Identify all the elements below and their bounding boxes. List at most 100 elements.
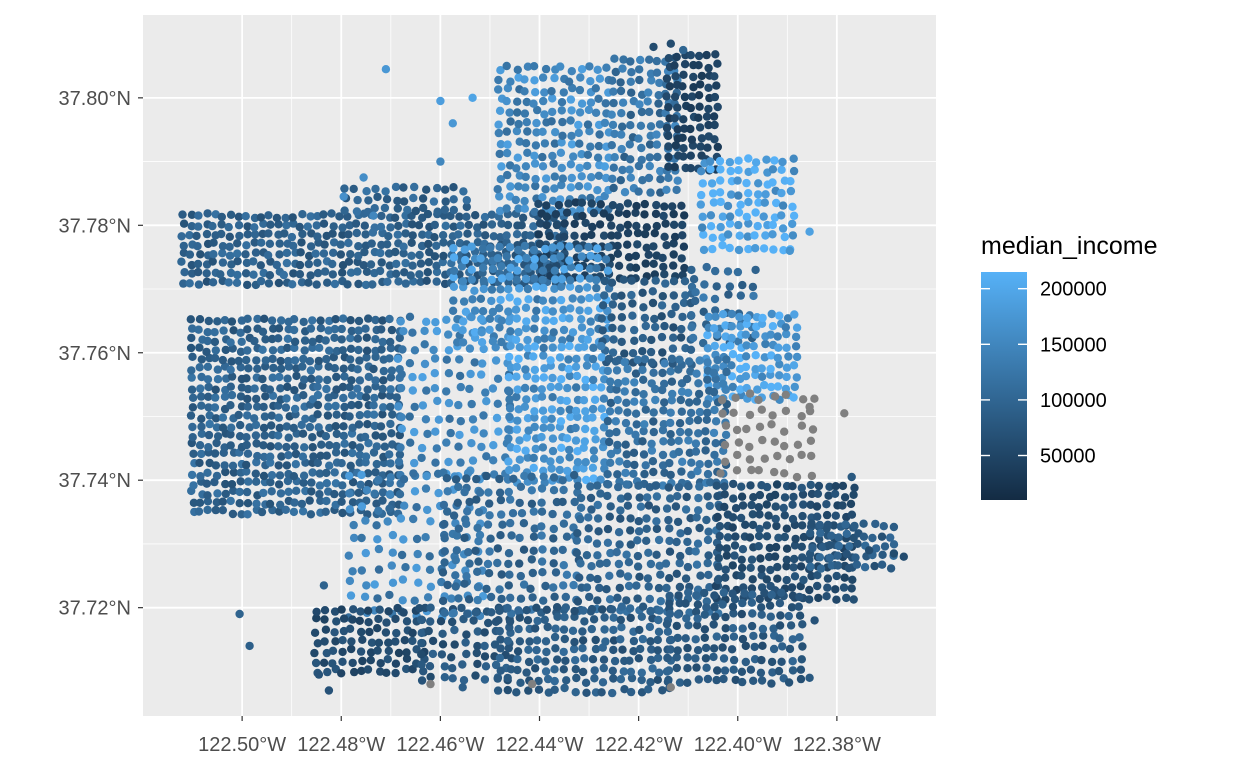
data-point: [657, 332, 667, 342]
data-point: [357, 627, 366, 637]
data-point: [297, 278, 307, 287]
data-point: [357, 533, 366, 543]
data-point: [766, 612, 775, 621]
data-point: [651, 322, 660, 332]
data-point: [558, 363, 567, 372]
data-point: [468, 93, 477, 103]
data-point: [805, 402, 814, 412]
data-point: [462, 202, 471, 212]
data-point: [580, 342, 589, 351]
data-point: [558, 174, 567, 183]
data-point: [537, 385, 546, 394]
data-point: [512, 444, 522, 453]
data-point: [694, 675, 703, 684]
data-point: [578, 627, 587, 636]
data-point: [325, 461, 334, 470]
data-point: [681, 599, 690, 608]
data-point: [476, 254, 485, 263]
data-point: [308, 443, 317, 452]
data-point: [627, 276, 636, 285]
data-point: [330, 364, 339, 373]
data-point: [373, 646, 382, 655]
data-point: [459, 297, 469, 306]
data-point: [395, 430, 404, 440]
data-point: [386, 459, 395, 468]
data-point: [386, 419, 395, 429]
data-point: [609, 636, 619, 645]
data-point: [709, 428, 719, 438]
data-point: [328, 229, 337, 238]
data-point: [738, 501, 748, 510]
data-point: [705, 501, 714, 511]
data-point: [388, 548, 397, 557]
data-point: [466, 369, 475, 379]
data-point: [217, 212, 226, 222]
data-point: [265, 239, 275, 248]
data-point: [673, 517, 683, 527]
data-point: [620, 387, 629, 396]
data-point: [587, 624, 596, 634]
data-point: [634, 134, 643, 143]
data-point: [373, 624, 382, 633]
data-point: [788, 482, 797, 491]
data-point: [797, 655, 806, 664]
data-point: [195, 343, 204, 352]
data-point: [581, 382, 590, 392]
data-point: [493, 399, 502, 408]
data-point: [678, 457, 687, 466]
data-point: [227, 357, 236, 366]
data-point: [780, 469, 789, 478]
data-point: [780, 532, 789, 542]
data-point: [483, 559, 493, 569]
data-point: [386, 223, 395, 232]
data-point: [683, 678, 692, 687]
data-point: [586, 251, 595, 261]
data-point: [484, 618, 493, 628]
axes: 122.50°W 122.48°W 122.46°W 122.44°W 122.42°W…: [59, 88, 882, 756]
data-point: [374, 475, 383, 485]
data-point: [557, 282, 566, 291]
data-point: [395, 333, 404, 343]
data-point: [185, 279, 194, 288]
data-point: [217, 229, 226, 239]
data-point: [503, 673, 512, 683]
data-point: [577, 99, 587, 108]
data-point: [698, 223, 707, 232]
data-point: [593, 186, 602, 195]
data-point: [429, 197, 439, 206]
data-point: [473, 523, 482, 533]
data-point: [541, 244, 550, 254]
data-point: [618, 645, 627, 654]
data-point: [473, 641, 482, 651]
data-point: [716, 165, 725, 174]
data-point: [792, 373, 801, 382]
data-point: [505, 404, 515, 413]
data-point: [673, 103, 682, 112]
data-point: [564, 364, 573, 374]
data-point: [654, 627, 664, 636]
data-point: [682, 374, 692, 384]
data-point: [852, 560, 862, 569]
data-point: [743, 232, 752, 241]
data-point: [205, 411, 214, 420]
data-point: [394, 457, 404, 466]
data-point: [720, 666, 730, 675]
data-point: [363, 606, 373, 615]
data-point: [653, 152, 662, 162]
data-point: [253, 402, 262, 411]
data-point: [777, 657, 786, 666]
data-point: [426, 582, 436, 591]
data-point: [721, 565, 730, 574]
data-point: [423, 429, 432, 439]
data-point: [711, 612, 720, 621]
data-point: [527, 679, 537, 689]
data-point: [607, 110, 616, 119]
data-point: [513, 647, 523, 656]
data-point: [434, 415, 444, 424]
data-point: [299, 354, 308, 364]
data-point: [559, 485, 568, 495]
data-point: [204, 403, 213, 412]
data-point: [378, 384, 387, 394]
data-point: [370, 489, 379, 498]
data-point: [729, 632, 739, 641]
